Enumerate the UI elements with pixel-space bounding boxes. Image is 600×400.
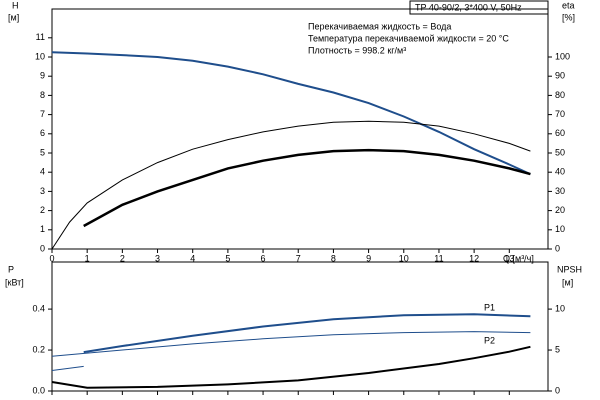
x-tick-label: 7 — [296, 253, 301, 263]
y-unit: [м] — [8, 12, 19, 22]
y-tick-label: 0.4 — [32, 303, 45, 313]
y2-label: NPSH — [557, 264, 582, 274]
y2-tick-label: 0 — [555, 243, 560, 253]
info-title: TP 40-90/2, 3*400 V, 50Hz — [415, 2, 522, 12]
y2-tick-label: 10 — [555, 224, 565, 234]
curve — [51, 120, 531, 250]
y2-tick-label: 60 — [555, 128, 565, 138]
curve — [51, 51, 531, 176]
curve — [83, 313, 531, 354]
annotation: Перекачиваемая жидкость = Вода — [308, 21, 451, 31]
y2-unit: [%] — [562, 12, 575, 22]
y-tick-label: 0.2 — [32, 344, 45, 354]
y-label: H — [12, 0, 19, 10]
y2-tick-label: 100 — [555, 51, 570, 61]
x-label: Q [м³/ч] — [503, 253, 534, 263]
y-tick-label: 0.0 — [32, 385, 45, 395]
y-tick-label: 3 — [40, 186, 45, 196]
annotation: P2 — [484, 335, 495, 345]
x-tick-label: 13 — [504, 253, 514, 263]
x-tick-label: 5 — [225, 253, 230, 263]
x-tick-label: 12 — [469, 253, 479, 263]
y2-tick-label: 20 — [555, 205, 565, 215]
curve — [51, 365, 84, 371]
plot-frame — [51, 8, 549, 250]
curve — [83, 148, 531, 228]
x-tick-label: 1 — [85, 253, 90, 263]
annotation: Плотность = 998.2 кг/м³ — [308, 45, 406, 55]
y2-tick-label: 70 — [555, 109, 565, 119]
y-unit: [кВт] — [5, 277, 24, 287]
y2-tick-label: 40 — [555, 167, 565, 177]
y-tick-label: 0 — [40, 243, 45, 253]
y-tick-label: 10 — [35, 51, 45, 61]
y-tick-label: 9 — [40, 71, 45, 81]
y-label: P — [8, 264, 14, 274]
y2-tick-label: 30 — [555, 186, 565, 196]
x-tick-label: 10 — [399, 253, 409, 263]
curve — [51, 331, 531, 357]
y-tick-label: 8 — [40, 90, 45, 100]
x-tick-label: 9 — [366, 253, 371, 263]
y-tick-label: 4 — [40, 167, 45, 177]
curve — [51, 345, 531, 389]
y2-tick-label: 50 — [555, 147, 565, 157]
y2-tick-label: 80 — [555, 90, 565, 100]
x-tick-label: 11 — [434, 253, 443, 263]
x-tick-label: 6 — [261, 253, 266, 263]
x-tick-label: 2 — [120, 253, 125, 263]
x-tick-label: 4 — [190, 253, 195, 263]
plot-frame — [51, 261, 549, 392]
y-tick-label: 6 — [40, 128, 45, 138]
y2-tick-label: 90 — [555, 71, 565, 81]
annotation: Температура перекачиваемой жидкости = 20… — [308, 33, 509, 43]
y2-tick-label: 5 — [555, 344, 560, 354]
x-tick-label: 8 — [331, 253, 336, 263]
y2-tick-label: 10 — [555, 303, 565, 313]
x-tick-label: 0 — [49, 253, 54, 263]
annotation: P1 — [484, 302, 495, 312]
y-tick-label: 1 — [40, 224, 45, 234]
y2-tick-label: 0 — [555, 385, 560, 395]
y-tick-label: 11 — [36, 32, 45, 42]
y2-label: eta — [562, 0, 575, 10]
y-tick-label: 7 — [40, 109, 45, 119]
x-tick-label: 3 — [155, 253, 160, 263]
y2-unit: [м] — [562, 277, 573, 287]
y-tick-label: 5 — [40, 147, 45, 157]
y-tick-label: 2 — [40, 205, 45, 215]
info-box — [409, 0, 549, 15]
